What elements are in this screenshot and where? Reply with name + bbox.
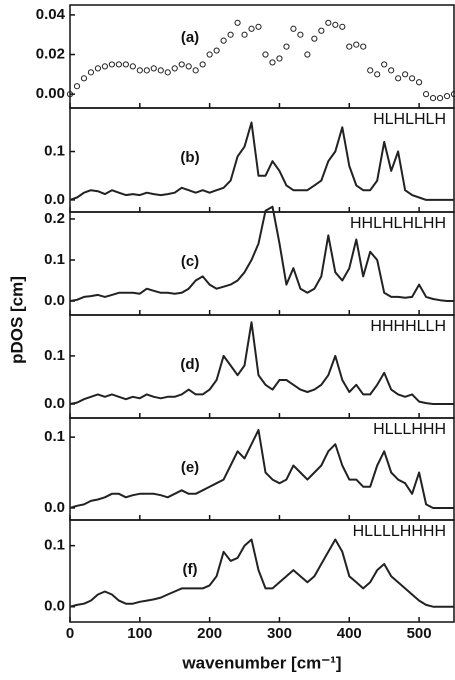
data-point: [402, 71, 409, 78]
y-tick-label: 0.0: [44, 292, 65, 309]
panel-label: (f): [183, 561, 198, 578]
y-tick-label: 0.2: [44, 210, 65, 227]
data-point: [311, 35, 318, 42]
data-point: [227, 31, 234, 38]
sequence-label: HHLHLHLHH: [350, 215, 446, 232]
data-point: [73, 83, 81, 90]
sequence-label: HLLLLHHHH: [353, 523, 446, 540]
y-tick-label: 0.0: [44, 191, 65, 208]
data-point: [101, 63, 109, 70]
sequence-label: HHHHLLH: [370, 318, 446, 335]
data-point: [136, 67, 143, 74]
pdos-line: [69, 538, 454, 608]
y-tick-label: 0.04: [36, 6, 66, 23]
data-point: [283, 43, 290, 50]
data-point: [388, 67, 395, 74]
y-tick-label: 0.1: [44, 537, 65, 554]
y-tick-label: 0.00: [36, 85, 65, 102]
data-point: [304, 51, 311, 58]
y-axis-label: pDOS [cm]: [7, 276, 26, 364]
panel-frame: [69, 519, 455, 623]
data-point: [94, 65, 102, 72]
y-tick-label: 0.0: [44, 395, 65, 412]
data-point: [436, 94, 444, 102]
y-tick-label: 0.1: [44, 428, 65, 445]
data-point: [395, 75, 402, 82]
x-tick-label: 400: [337, 625, 362, 642]
panel-label: (b): [180, 149, 199, 166]
y-tick-label: 0.1: [44, 347, 65, 364]
data-point: [269, 59, 276, 66]
panel-frame: [69, 4, 455, 109]
pdos-line: [69, 321, 454, 405]
data-point: [318, 27, 325, 34]
data-point: [332, 21, 339, 28]
data-point: [415, 79, 423, 86]
panel-label: (a): [181, 29, 199, 46]
x-tick-label: 300: [267, 625, 292, 642]
data-point: [213, 47, 220, 54]
data-point: [241, 31, 248, 38]
x-tick-label: 500: [407, 625, 432, 642]
data-point: [192, 67, 199, 74]
data-point: [290, 25, 297, 32]
data-point: [429, 94, 437, 102]
panel-label: (d): [180, 356, 199, 373]
data-point: [206, 51, 213, 58]
x-axis-label: wavenumber [cm⁻¹]: [181, 653, 341, 672]
data-point: [443, 93, 451, 100]
data-point: [409, 75, 416, 82]
data-point: [325, 19, 332, 26]
data-point: [262, 51, 269, 58]
y-tick-label: 0.0: [44, 499, 65, 516]
y-tick-label: 0.1: [44, 251, 65, 268]
data-point: [297, 31, 304, 38]
panel-label: (e): [181, 459, 199, 476]
data-point: [150, 65, 157, 72]
x-tick-label: 0: [66, 625, 74, 642]
pdos-line: [69, 205, 454, 302]
data-point: [108, 61, 115, 68]
data-point: [374, 71, 381, 78]
data-point: [360, 43, 367, 50]
data-point: [234, 19, 241, 26]
data-point: [129, 63, 136, 70]
x-tick-label: 200: [197, 625, 222, 642]
data-point: [255, 23, 262, 30]
data-point: [346, 43, 353, 50]
data-point: [276, 55, 283, 62]
panel-label: (c): [181, 253, 199, 270]
data-point: [422, 91, 430, 98]
data-point: [143, 67, 150, 74]
data-point: [220, 37, 227, 44]
data-point: [66, 91, 74, 98]
data-point: [339, 23, 346, 30]
data-point: [157, 67, 164, 74]
x-tick-label: 100: [127, 625, 152, 642]
data-point: [80, 75, 88, 82]
data-point: [164, 69, 171, 76]
pdos-line: [69, 429, 454, 509]
data-point: [122, 61, 129, 68]
pdos-line: [69, 121, 454, 201]
sequence-label: HLHLHLH: [373, 111, 446, 128]
data-point: [450, 91, 455, 98]
data-point: [171, 65, 178, 72]
data-point: [381, 61, 388, 68]
data-point: [87, 69, 95, 76]
data-point: [178, 61, 185, 68]
data-point: [353, 41, 360, 48]
data-point: [248, 25, 255, 32]
data-point: [185, 63, 192, 70]
data-point: [115, 61, 122, 68]
data-point: [367, 67, 374, 74]
data-point: [199, 61, 206, 68]
y-tick-label: 0.02: [36, 45, 65, 62]
sequence-label: HLLLHHH: [373, 421, 446, 438]
y-tick-label: 0.1: [44, 143, 65, 160]
y-tick-label: 0.0: [44, 598, 65, 615]
